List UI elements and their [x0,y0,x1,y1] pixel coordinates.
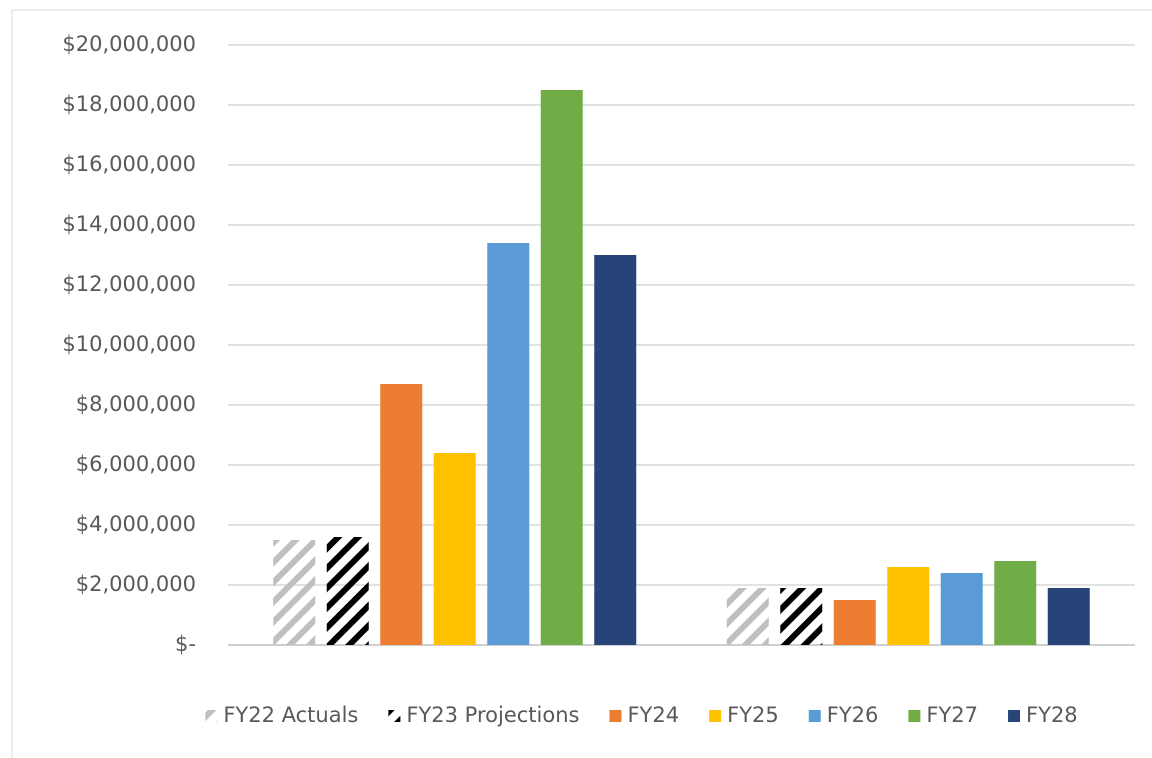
y-tick-label: $18,000,000 [62,92,196,116]
bar [994,561,1037,645]
legend-label: FY22 Actuals [223,703,358,727]
legend-label: FY23 Projections [406,703,579,727]
y-tick-label: $- [175,632,196,656]
y-tick-label: $8,000,000 [76,392,196,416]
legend-swatch [388,710,401,722]
legend-label: FY26 [827,703,879,727]
bar [326,537,369,645]
legend-swatch [609,710,622,722]
bar [887,567,930,645]
legend-label: FY27 [926,703,978,727]
bar [726,588,769,645]
legend-swatch [1008,710,1021,722]
y-tick-label: $12,000,000 [62,272,196,296]
y-tick-label: $16,000,000 [62,152,196,176]
legend-label: FY24 [627,703,679,727]
legend-swatch [808,710,821,722]
bar [540,90,583,645]
bar [1047,588,1090,645]
bar [833,600,876,645]
legend: FY22 Actuals FY23 Projections FY24 FY25 FY26… [205,703,1078,727]
y-tick-label: $20,000,000 [62,32,196,56]
y-tick-label: $2,000,000 [76,572,196,596]
y-tick-label: $10,000,000 [62,332,196,356]
legend-swatch [205,710,218,722]
bar [487,243,530,645]
y-tick-label: $14,000,000 [62,212,196,236]
legend-swatch [908,710,921,722]
bar [940,573,983,645]
bar [594,255,637,645]
bar [780,588,823,645]
legend-swatch [709,710,722,722]
bar [273,540,316,645]
legend-label: FY25 [727,703,779,727]
bar [380,384,423,645]
y-tick-label: $4,000,000 [76,512,196,536]
y-tick-label: $6,000,000 [76,452,196,476]
legend-label: FY28 [1026,703,1078,727]
bar [433,453,476,645]
chart-border [11,9,1152,758]
